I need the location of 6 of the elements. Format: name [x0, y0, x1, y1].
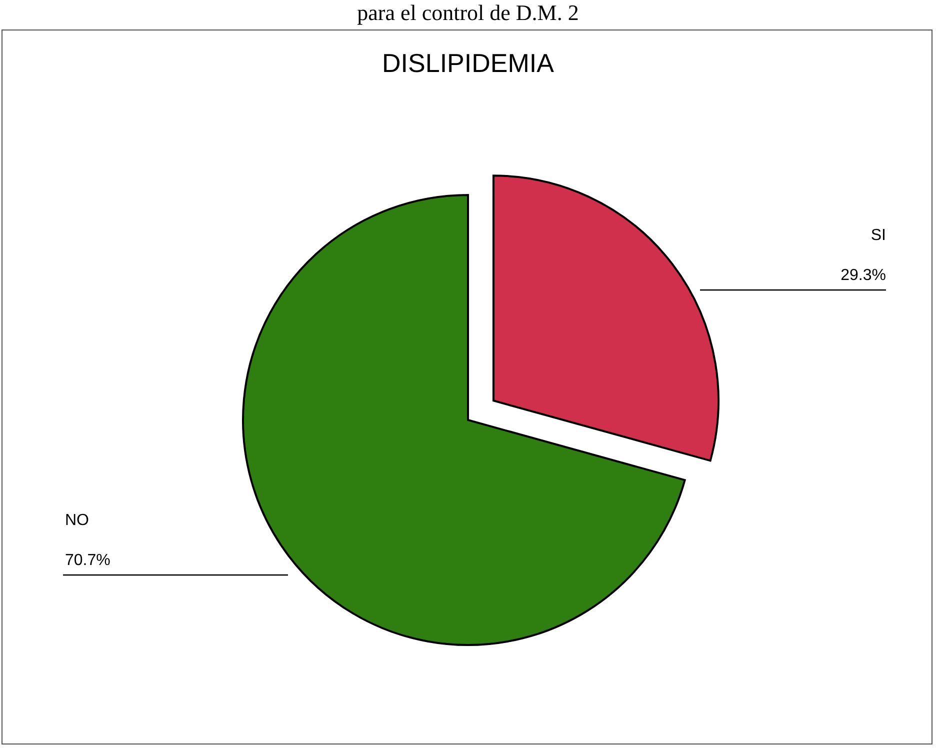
chart-title: DISLIPIDEMIA	[382, 48, 555, 78]
data-label: 70.7%	[65, 552, 110, 569]
text: para el control de D.M. 2	[357, 0, 579, 25]
slice-label: SI	[870, 227, 886, 244]
data-label: 29.3%	[840, 267, 886, 284]
slice-label: NO	[65, 512, 89, 529]
